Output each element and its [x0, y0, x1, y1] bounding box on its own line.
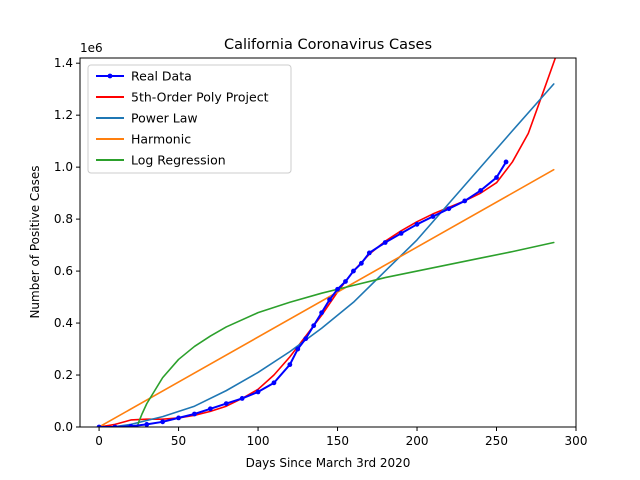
x-tick-label: 200	[406, 434, 429, 448]
data-point	[295, 346, 301, 352]
x-tick-label: 100	[247, 434, 270, 448]
data-point	[128, 423, 134, 427]
data-point	[366, 250, 372, 256]
y-tick-label: 0.8	[54, 212, 73, 226]
y-tick-label: 1.4	[54, 56, 73, 70]
legend-label: 5th-Order Poly Project	[131, 90, 269, 105]
x-tick-label: 150	[326, 434, 349, 448]
data-point	[112, 424, 118, 427]
chart-title: California Coronavirus Cases	[224, 37, 432, 53]
data-point	[207, 406, 213, 412]
legend-label: Power Law	[131, 111, 198, 126]
data-point	[478, 188, 484, 193]
legend-box	[87, 64, 292, 174]
series-layer	[96, 58, 557, 427]
data-point	[494, 175, 499, 180]
data-point	[176, 415, 181, 421]
y-tick-label: 0.0	[54, 420, 73, 434]
legend-item: Power Law	[96, 111, 198, 126]
x-tick-label: 250	[485, 434, 508, 448]
series-line-harmonic	[98, 168, 555, 427]
data-point	[96, 424, 102, 427]
data-point	[351, 268, 356, 274]
y-tick-label: 0.2	[54, 368, 73, 382]
x-tick-label: 300	[565, 434, 588, 448]
series-line-power-law	[110, 83, 555, 427]
data-point	[255, 389, 261, 395]
data-point	[319, 310, 325, 316]
data-point	[287, 362, 293, 368]
data-point	[311, 323, 317, 329]
data-point	[382, 240, 388, 245]
y-axis: 0.0 0.2 0.4 0.6 0.8 1.0 1.2 1.4	[54, 56, 80, 434]
x-tick-label: 50	[171, 434, 186, 448]
data-point	[303, 336, 309, 342]
data-point	[144, 422, 150, 427]
series-line-log-regression	[136, 241, 555, 427]
y-axis-label: Number of Positive Cases	[28, 165, 42, 318]
data-point	[327, 297, 332, 303]
legend-item: Real Data	[96, 69, 192, 84]
legend-item: 5th-Order Poly Project	[96, 90, 269, 105]
series-power-law	[110, 83, 555, 427]
plot-area	[79, 57, 577, 428]
x-axis-label: Days Since March 3rd 2020	[246, 456, 411, 470]
x-tick-label: 0	[95, 434, 103, 448]
data-point	[335, 286, 340, 292]
data-point	[446, 206, 452, 212]
series-real-data	[96, 159, 509, 427]
data-point	[239, 396, 245, 401]
data-point	[398, 231, 404, 236]
series-log-regression	[136, 241, 555, 427]
data-point	[462, 198, 468, 204]
y-tick-label: 0.6	[54, 264, 73, 278]
legend-item: Log Regression	[96, 153, 226, 168]
data-point	[503, 159, 509, 165]
y-tick-label: 1.0	[54, 160, 73, 174]
series-harmonic	[98, 168, 555, 427]
x-axis: 0 50 100 150 200 250 300	[95, 427, 587, 448]
data-point	[343, 279, 348, 284]
legend-label: Log Regression	[131, 153, 226, 168]
data-point	[414, 221, 420, 227]
legend-label: Harmonic	[131, 132, 191, 147]
legend: Real Data 5th-Order Poly Project Power Law…	[87, 64, 292, 174]
axes-frame	[79, 57, 577, 428]
y-tick-label: 1.2	[54, 108, 73, 122]
data-point	[160, 419, 166, 425]
data-point	[223, 401, 229, 407]
legend-item: Harmonic	[96, 132, 191, 147]
y-tick-label: 0.4	[54, 316, 73, 330]
legend-label: Real Data	[131, 69, 192, 84]
data-point	[358, 260, 364, 266]
data-point	[271, 380, 277, 386]
series-line-real-data	[98, 160, 508, 427]
y-axis-offset-text: 1e6	[80, 41, 103, 55]
data-point	[192, 411, 197, 417]
data-point	[430, 214, 436, 219]
legend-marker	[107, 73, 113, 79]
